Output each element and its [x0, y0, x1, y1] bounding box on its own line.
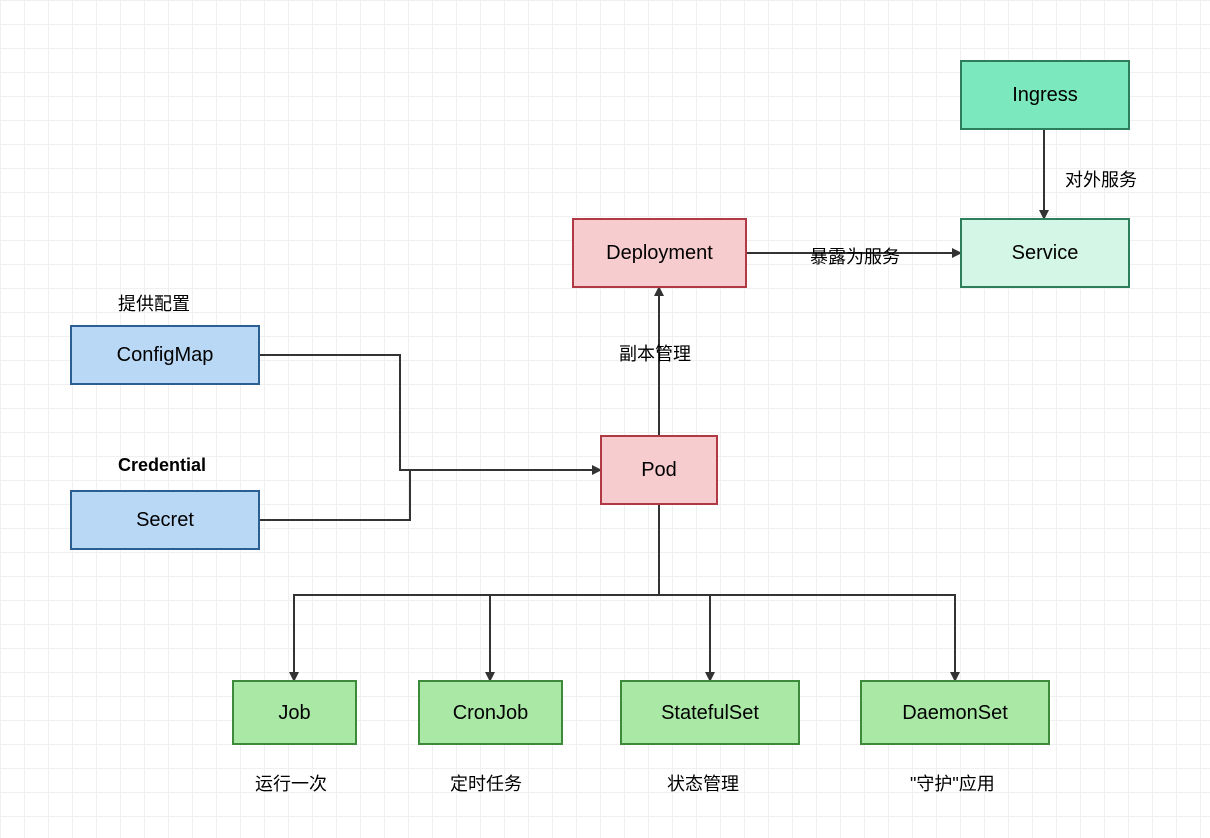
label-external_svc: 对外服务	[1065, 166, 1137, 192]
node-daemonset-label: DaemonSet	[902, 701, 1008, 725]
node-configmap-label: ConfigMap	[117, 343, 214, 367]
node-statefulset-label: StatefulSet	[661, 701, 759, 725]
node-deployment: Deployment	[572, 218, 747, 288]
node-daemonset: DaemonSet	[860, 680, 1050, 745]
node-secret-label: Secret	[136, 508, 194, 532]
node-job: Job	[232, 680, 357, 745]
label-replica_mgmt: 副本管理	[619, 340, 691, 366]
node-configmap: ConfigMap	[70, 325, 260, 385]
node-service: Service	[960, 218, 1130, 288]
node-ingress-label: Ingress	[1012, 83, 1078, 107]
node-pod-label: Pod	[641, 458, 677, 482]
node-deployment-label: Deployment	[606, 241, 713, 265]
node-secret: Secret	[70, 490, 260, 550]
label-credential: Credential	[118, 455, 206, 476]
label-provide_config: 提供配置	[118, 290, 190, 316]
label-run_once: 运行一次	[255, 770, 327, 796]
label-daemon_app: "守护"应用	[910, 770, 995, 796]
node-job-label: Job	[278, 701, 310, 725]
label-expose_service: 暴露为服务	[810, 243, 900, 269]
node-cronjob-label: CronJob	[453, 701, 529, 725]
diagram-canvas: Ingress Service Deployment Pod ConfigMap Secr…	[0, 0, 1210, 838]
node-pod: Pod	[600, 435, 718, 505]
node-statefulset: StatefulSet	[620, 680, 800, 745]
label-cron_task: 定时任务	[450, 770, 522, 796]
node-service-label: Service	[1012, 241, 1079, 265]
node-ingress: Ingress	[960, 60, 1130, 130]
label-state_mgmt: 状态管理	[667, 770, 739, 796]
node-cronjob: CronJob	[418, 680, 563, 745]
